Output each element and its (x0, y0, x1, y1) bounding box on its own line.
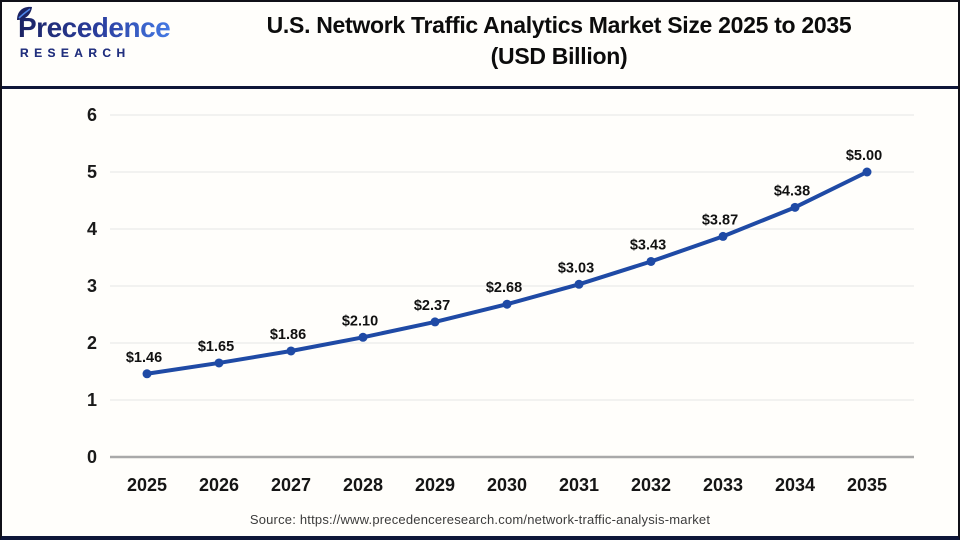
y-tick-label: 1 (87, 390, 97, 410)
x-tick-label: 2032 (631, 475, 671, 495)
x-tick-label: 2033 (703, 475, 743, 495)
data-point-label: $3.87 (702, 212, 738, 228)
data-point-marker (358, 332, 368, 342)
data-point-marker (646, 256, 656, 266)
data-point-label: $2.68 (486, 280, 522, 296)
data-point-label: $2.10 (342, 313, 378, 329)
y-tick-label: 4 (87, 219, 97, 239)
source-text: Source: https://www.precedenceresearch.c… (249, 512, 711, 527)
data-point-marker (214, 358, 224, 368)
data-point-marker (862, 167, 872, 177)
data-point-label: $2.37 (414, 298, 450, 314)
y-tick-label: 6 (87, 105, 97, 125)
data-point-label: $4.38 (774, 183, 810, 199)
y-tick-label: 5 (87, 162, 97, 182)
data-point-marker (718, 231, 728, 241)
header: Precedence RESEARCH U.S. Network Traffic… (2, 2, 958, 86)
x-tick-label: 2031 (559, 475, 599, 495)
y-tick-label: 3 (87, 276, 97, 296)
x-tick-label: 2030 (487, 475, 527, 495)
x-tick-label: 2034 (775, 475, 815, 495)
chart-title-line2: (USD Billion) (490, 43, 628, 69)
data-point-marker (286, 346, 296, 356)
header-divider (2, 86, 958, 89)
data-point-label: $1.65 (198, 339, 234, 355)
data-point-marker (790, 202, 800, 212)
data-point-marker (142, 369, 152, 379)
brand-subtitle: RESEARCH (20, 46, 198, 60)
data-point-marker (574, 279, 584, 289)
brand-name: Precedence (18, 12, 171, 43)
y-tick-label: 2 (87, 333, 97, 353)
chart-title: U.S. Network Traffic Analytics Market Si… (172, 10, 946, 72)
x-tick-label: 2026 (199, 475, 239, 495)
x-tick-label: 2035 (847, 475, 887, 495)
data-point-label: $5.00 (846, 148, 882, 164)
data-point-label: $1.86 (270, 327, 306, 343)
brand-logo: Precedence RESEARCH (17, 6, 198, 60)
leaf-icon (17, 6, 32, 20)
data-point-marker (502, 299, 512, 309)
x-tick-label: 2029 (415, 475, 455, 495)
data-point-label: $3.03 (558, 260, 594, 276)
y-tick-label: 0 (87, 447, 97, 467)
x-tick-label: 2028 (343, 475, 383, 495)
data-point-label: $1.46 (126, 350, 162, 366)
x-tick-label: 2027 (271, 475, 311, 495)
data-point-label: $3.43 (630, 237, 666, 253)
data-point-marker (430, 317, 440, 327)
series-line (145, 170, 869, 376)
x-tick-label: 2025 (127, 475, 167, 495)
chart-title-line1: U.S. Network Traffic Analytics Market Si… (266, 12, 852, 38)
